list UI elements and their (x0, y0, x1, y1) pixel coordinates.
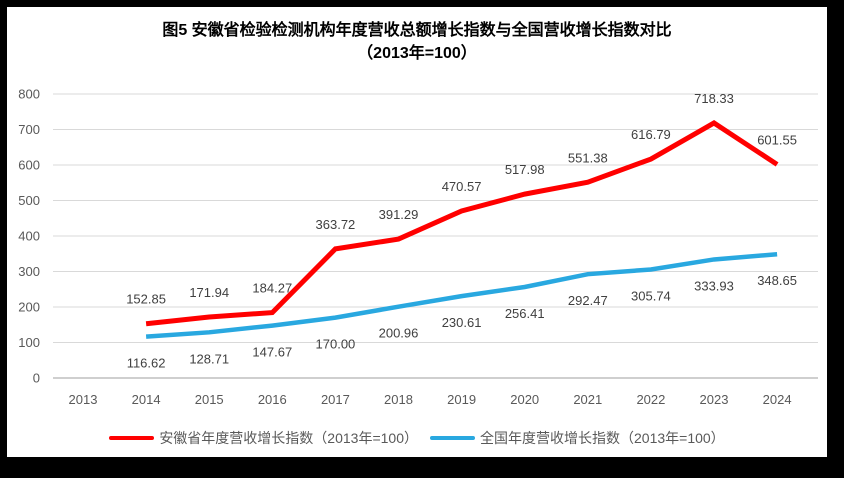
chart-title-line2: （2013年=100） (357, 45, 477, 62)
national-series-swatch-icon (430, 435, 475, 441)
y-tick-label-400: 400 (18, 229, 40, 244)
anhui-series-data-label-2015: 171.94 (189, 285, 229, 300)
x-tick-label-2024: 2024 (763, 392, 792, 407)
x-tick-label-2016: 2016 (258, 392, 287, 407)
x-tick-label-2020: 2020 (510, 392, 539, 407)
y-tick-label-100: 100 (18, 335, 40, 350)
y-tick-label-700: 700 (18, 122, 40, 137)
chart-title-line1: 图5 安徽省检验检测机构年度营收总额增长指数与全国营收增长指数对比 (162, 22, 672, 39)
legend-item-anhui: 安徽省年度营收增长指数（2013年=100） (109, 428, 418, 448)
national-series-data-label-2024: 348.65 (757, 273, 797, 288)
x-tick-label-2023: 2023 (700, 392, 729, 407)
x-tick-label-2021: 2021 (573, 392, 602, 407)
national-series-data-label-2019: 230.61 (442, 315, 482, 330)
anhui-series-data-label-2023: 718.33 (694, 91, 734, 106)
x-tick-label-2013: 2013 (69, 392, 98, 407)
national-series-data-label-2020: 256.41 (505, 306, 545, 321)
x-tick-label-2017: 2017 (321, 392, 350, 407)
anhui-series-line (145, 120, 779, 327)
anhui-series-legend-label: 安徽省年度营收增长指数（2013年=100） (159, 430, 418, 446)
chart-title: 图5 安徽省检验检测机构年度营收总额增长指数与全国营收增长指数对比 （2013年… (7, 19, 827, 65)
x-tick-label-2014: 2014 (132, 392, 161, 407)
y-tick-label-200: 200 (18, 300, 40, 315)
anhui-series-data-label-2017: 363.72 (316, 217, 356, 232)
x-tick-label-2019: 2019 (447, 392, 476, 407)
anhui-series-data-label-2020: 517.98 (505, 162, 545, 177)
national-series-data-label-2021: 292.47 (568, 293, 608, 308)
y-tick-label-300: 300 (18, 264, 40, 279)
y-tick-label-0: 0 (33, 371, 40, 386)
chart-canvas: 图5 安徽省检验检测机构年度营收总额增长指数与全国营收增长指数对比 （2013年… (7, 7, 827, 457)
anhui-series-data-label-2014: 152.85 (126, 292, 166, 307)
national-series-line (145, 251, 778, 339)
anhui-series-data-label-2016: 184.27 (252, 281, 292, 296)
anhui-series-swatch-icon (109, 435, 155, 441)
x-tick-label-2018: 2018 (384, 392, 413, 407)
x-tick-label-2022: 2022 (636, 392, 665, 407)
anhui-series-data-label-2024: 601.55 (757, 132, 797, 147)
national-series-data-label-2023: 333.93 (694, 278, 734, 293)
y-tick-label-800: 800 (18, 87, 40, 102)
anhui-series-data-label-2021: 551.38 (568, 150, 608, 165)
chart-legend: 安徽省年度营收增长指数（2013年=100） 全国年度营收增长指数（2013年=… (7, 427, 827, 449)
national-series-data-label-2022: 305.74 (631, 288, 671, 303)
anhui-series-data-label-2019: 470.57 (442, 179, 482, 194)
anhui-series-data-label-2022: 616.79 (631, 127, 671, 142)
national-series-data-label-2017: 170.00 (316, 337, 356, 352)
anhui-series-data-label-2018: 391.29 (379, 207, 419, 222)
national-series-data-label-2014: 116.62 (127, 356, 166, 371)
national-series-data-label-2018: 200.96 (379, 326, 419, 341)
line-chart-plot: 0 100 200 300 400 500 600 700 800 2013 2014 2015 201… (18, 87, 818, 407)
x-tick-label-2015: 2015 (195, 392, 224, 407)
y-tick-label-500: 500 (18, 193, 40, 208)
national-series-legend-label: 全国年度营收增长指数（2013年=100） (480, 430, 725, 446)
national-series-data-label-2015: 128.71 (189, 351, 229, 366)
y-tick-label-600: 600 (18, 158, 40, 173)
legend-item-national: 全国年度营收增长指数（2013年=100） (430, 428, 725, 448)
national-series-data-label-2016: 147.67 (252, 345, 292, 360)
